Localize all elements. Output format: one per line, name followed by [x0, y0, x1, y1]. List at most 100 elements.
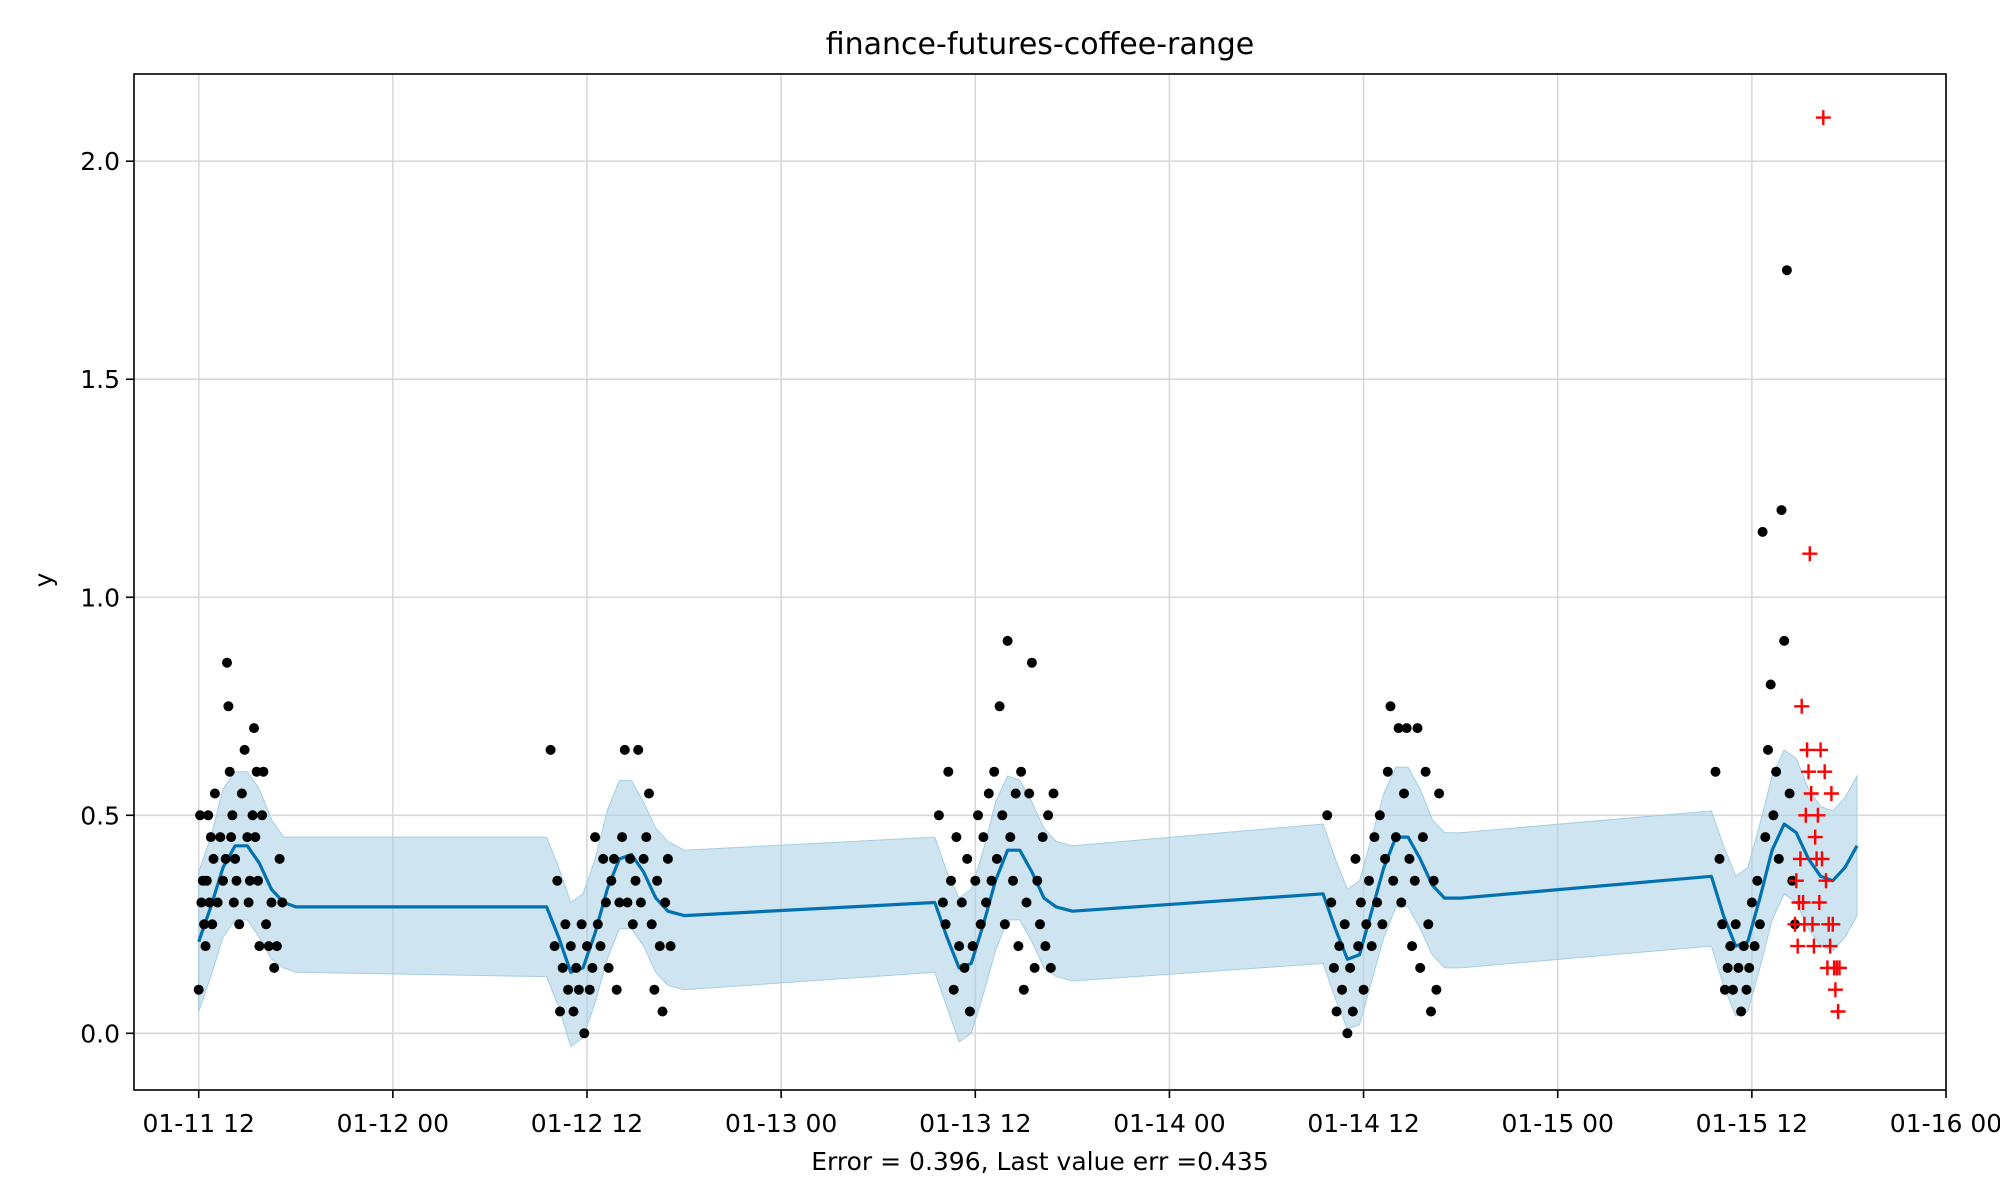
- observed-point: [970, 875, 981, 886]
- observed-point: [1045, 962, 1056, 973]
- observed-point: [665, 941, 676, 952]
- observed-point: [638, 853, 649, 864]
- observed-point: [584, 984, 595, 995]
- observed-point: [590, 832, 601, 843]
- observed-point: [234, 919, 245, 930]
- observed-point: [212, 897, 223, 908]
- y-tick-label: 2.0: [80, 147, 120, 176]
- observed-point: [1741, 984, 1752, 995]
- observed-point: [568, 1006, 579, 1017]
- observed-point: [193, 984, 204, 995]
- observed-point: [630, 875, 641, 886]
- observed-point: [1749, 941, 1760, 952]
- observed-point: [1412, 723, 1423, 734]
- x-tick-label: 01-11 12: [143, 1109, 255, 1138]
- actual-future-point: [1802, 546, 1818, 562]
- observed-point: [254, 941, 265, 952]
- observed-point: [203, 810, 214, 821]
- observed-point: [946, 875, 956, 886]
- observed-point: [1010, 788, 1021, 799]
- observed-point: [1345, 962, 1356, 973]
- observed-point: [1434, 788, 1445, 799]
- observed-point: [205, 832, 216, 843]
- observed-point: [230, 853, 241, 864]
- observed-point: [1423, 919, 1434, 930]
- observed-point: [997, 810, 1008, 821]
- actual-future-point: [1788, 873, 1804, 889]
- actual-future-point: [1799, 742, 1815, 758]
- observed-point: [598, 853, 609, 864]
- observed-point: [649, 984, 660, 995]
- x-axis-ticks: 01-11 12 01-12 00 01-12 12 01-13 00 01-13 12…: [143, 1090, 2000, 1138]
- observed-point: [1043, 810, 1054, 821]
- observed-point: [1757, 526, 1768, 537]
- observed-point: [218, 875, 228, 886]
- observed-point: [954, 941, 965, 952]
- observed-point: [266, 897, 277, 908]
- observed-point: [220, 853, 231, 864]
- observed-point: [555, 1006, 565, 1017]
- observed-point: [981, 897, 992, 908]
- observed-point: [200, 941, 211, 952]
- observed-point: [545, 744, 556, 755]
- observed-point: [1040, 941, 1051, 952]
- x-tick-label: 01-14 00: [1113, 1109, 1225, 1138]
- observed-point: [1760, 832, 1771, 843]
- observed-point: [1024, 788, 1035, 799]
- observed-point: [956, 897, 967, 908]
- observed-point: [611, 984, 622, 995]
- observed-point: [978, 832, 989, 843]
- observed-point: [571, 962, 582, 973]
- observed-point: [1428, 875, 1439, 886]
- observed-point: [261, 919, 272, 930]
- observed-point: [1404, 853, 1415, 864]
- observed-point: [224, 766, 235, 777]
- observed-point: [223, 701, 234, 712]
- observed-point: [199, 919, 210, 930]
- observed-point: [222, 657, 232, 668]
- y-tick-label: 1.0: [80, 583, 120, 612]
- observed-point: [563, 984, 574, 995]
- observed-point: [603, 962, 614, 973]
- actual-future-point: [1822, 938, 1838, 954]
- observed-point: [973, 810, 983, 821]
- observed-point: [269, 962, 280, 973]
- observed-point: [1018, 984, 1029, 995]
- observed-point: [573, 984, 584, 995]
- observed-point: [277, 897, 288, 908]
- observed-point: [1752, 875, 1763, 886]
- observed-point: [1393, 723, 1404, 734]
- actual-future-point: [1832, 960, 1847, 976]
- observed-point: [975, 919, 986, 930]
- observed-point: [625, 853, 636, 864]
- observed-point: [1364, 875, 1374, 886]
- observed-point: [999, 919, 1010, 930]
- actual-future-point: [1825, 916, 1841, 932]
- observed-point: [226, 832, 237, 843]
- observed-point: [641, 832, 652, 843]
- observed-point: [1784, 788, 1795, 799]
- observed-point: [1401, 723, 1412, 734]
- observed-point: [595, 941, 606, 952]
- observed-point: [1728, 984, 1738, 995]
- observed-point: [1754, 919, 1765, 930]
- observed-point: [253, 875, 263, 886]
- observed-point: [244, 875, 255, 886]
- observed-point: [1326, 897, 1337, 908]
- observed-point: [1342, 1028, 1353, 1039]
- observed-point: [1776, 505, 1787, 516]
- x-axis-label: Error = 0.396, Last value err =0.435: [811, 1147, 1268, 1176]
- x-tick-label: 01-14 12: [1307, 1109, 1419, 1138]
- actual-future-point: [1827, 982, 1843, 998]
- observed-point: [215, 832, 226, 843]
- y-axis-ticks: 0.0 0.5 1.0 1.5 2.0: [80, 147, 134, 1048]
- observed-point: [552, 875, 563, 886]
- observed-point: [1029, 962, 1040, 973]
- actual-future-point: [1814, 851, 1830, 867]
- observed-point: [1738, 941, 1749, 952]
- actual-future-point: [1815, 110, 1831, 126]
- actual-future-point: [1823, 786, 1839, 801]
- observed-point: [1409, 875, 1420, 886]
